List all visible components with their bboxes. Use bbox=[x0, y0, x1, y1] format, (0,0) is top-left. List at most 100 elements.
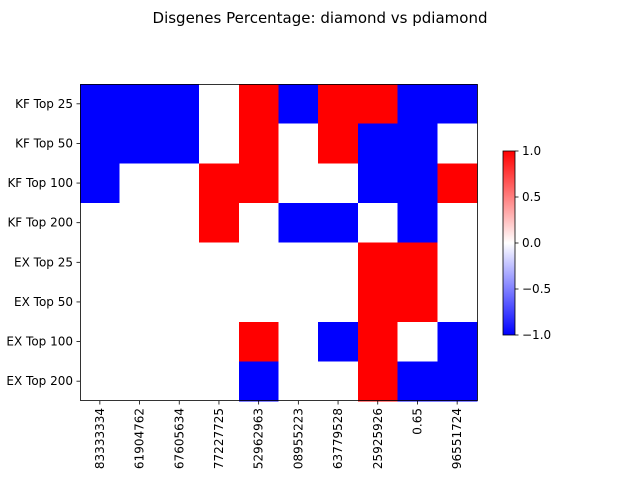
heatmap-cell bbox=[437, 321, 478, 362]
heatmap-cell bbox=[397, 361, 438, 402]
heatmap-cell bbox=[80, 123, 121, 164]
heatmap-cell bbox=[437, 282, 478, 323]
heatmap-cell bbox=[318, 242, 359, 283]
heatmap-cell bbox=[357, 321, 399, 362]
colorbar: 1.0 0.5 0.0 −0.5 −1.0 bbox=[502, 144, 551, 342]
heatmap-cell bbox=[437, 361, 478, 402]
heatmap-cell bbox=[318, 202, 359, 244]
heatmap-cell bbox=[238, 202, 280, 244]
heatmap-cell bbox=[238, 282, 280, 323]
y-tick-label: EX Top 200 bbox=[6, 374, 73, 388]
heatmap-cell bbox=[80, 242, 121, 283]
heatmap-cell bbox=[199, 361, 240, 402]
heatmap-cell bbox=[119, 361, 160, 402]
heatmap-cell bbox=[80, 163, 121, 204]
heatmap-cell bbox=[159, 163, 200, 204]
heatmap-cell bbox=[318, 282, 359, 323]
heatmap-cell bbox=[119, 282, 160, 323]
y-tick-label: KF Top 200 bbox=[7, 216, 73, 230]
heatmap-cell bbox=[318, 84, 359, 125]
heatmap-cell bbox=[397, 282, 438, 323]
heatmap-cell bbox=[397, 202, 438, 244]
heatmap-cell bbox=[159, 321, 200, 362]
plot-frame bbox=[80, 84, 478, 401]
heatmap-cell bbox=[80, 361, 121, 402]
heatmap-cell bbox=[437, 84, 478, 125]
chart-title: Disgenes Percentage: diamond vs pdiamond bbox=[153, 9, 488, 27]
heatmap-cell bbox=[80, 321, 121, 362]
heatmap-cell bbox=[159, 242, 200, 283]
x-tick-label: 83333334 bbox=[93, 408, 107, 469]
heatmap-cell bbox=[238, 123, 280, 164]
y-tick-label: KF Top 25 bbox=[15, 97, 73, 111]
y-tick-label: KF Top 100 bbox=[7, 176, 73, 190]
heatmap-cell bbox=[357, 282, 399, 323]
colorbar-tick-label: 0.5 bbox=[522, 190, 541, 204]
heatmap-cell bbox=[119, 321, 160, 362]
heatmap-cell bbox=[318, 321, 359, 362]
heatmap-cell bbox=[357, 361, 399, 402]
heatmap-cell bbox=[397, 84, 438, 125]
heatmap-cells bbox=[80, 84, 478, 402]
heatmap-cell bbox=[119, 123, 160, 164]
heatmap-cell bbox=[80, 202, 121, 244]
colorbar-tick-label: 1.0 bbox=[522, 144, 541, 158]
heatmap-cell bbox=[397, 123, 438, 164]
x-tick-label: 25925926 bbox=[371, 408, 385, 469]
heatmap-cell bbox=[318, 163, 359, 204]
heatmap-cell bbox=[159, 361, 200, 402]
heatmap-cell bbox=[119, 242, 160, 283]
heatmap-cell bbox=[437, 202, 478, 244]
heatmap-cell bbox=[278, 321, 319, 362]
x-tick-label: 52962963 bbox=[252, 408, 266, 469]
heatmap-cell bbox=[278, 202, 319, 244]
heatmap-cell bbox=[437, 123, 478, 164]
heatmap-cell bbox=[437, 242, 478, 283]
heatmap-cell bbox=[159, 84, 200, 125]
heatmap-cell bbox=[238, 163, 280, 204]
heatmap-cell bbox=[278, 361, 319, 402]
colorbar-tick-label: −1.0 bbox=[522, 328, 551, 342]
heatmap-cell bbox=[318, 361, 359, 402]
heatmap-cell bbox=[199, 163, 240, 204]
y-tick-label: EX Top 25 bbox=[14, 255, 73, 269]
heatmap-cell bbox=[159, 202, 200, 244]
heatmap-cell bbox=[278, 84, 319, 125]
colorbar-tick-label: 0.0 bbox=[522, 236, 541, 250]
heatmap-cell bbox=[80, 84, 121, 125]
heatmap-cell bbox=[199, 84, 240, 125]
heatmap-cell bbox=[357, 163, 399, 204]
heatmap-cell bbox=[357, 123, 399, 164]
x-tick-label: 77227725 bbox=[212, 408, 226, 469]
x-axis: 83333334 61904762 67605634 77227725 52962963… bbox=[93, 401, 464, 469]
y-tick-label: EX Top 100 bbox=[6, 335, 73, 349]
heatmap-cell bbox=[80, 282, 121, 323]
heatmap-cell bbox=[199, 242, 240, 283]
colorbar-gradient bbox=[502, 150, 516, 336]
heatmap-cell bbox=[278, 123, 319, 164]
heatmap-cell bbox=[199, 123, 240, 164]
heatmap-cell bbox=[238, 84, 280, 125]
heatmap-cell bbox=[437, 163, 478, 204]
heatmap-cell bbox=[397, 242, 438, 283]
heatmap-cell bbox=[318, 123, 359, 164]
y-axis: KF Top 25 KF Top 50 KF Top 100 KF Top 200 EX… bbox=[6, 97, 80, 388]
x-tick-label: 96551724 bbox=[450, 408, 464, 469]
heatmap-cell bbox=[119, 84, 160, 125]
x-tick-label: 0.65 bbox=[410, 408, 424, 435]
x-tick-label: 08955223 bbox=[291, 408, 305, 469]
heatmap-cell bbox=[357, 202, 399, 244]
heatmap-cell bbox=[159, 282, 200, 323]
heatmap-cell bbox=[119, 202, 160, 244]
heatmap-cell bbox=[199, 321, 240, 362]
heatmap-cell bbox=[278, 242, 319, 283]
heatmap-cell bbox=[397, 321, 438, 362]
heatmap-cell bbox=[238, 242, 280, 283]
x-tick-label: 67605634 bbox=[172, 408, 186, 469]
heatmap-cell bbox=[278, 282, 319, 323]
x-tick-label: 63779528 bbox=[331, 408, 345, 469]
heatmap-cell bbox=[119, 163, 160, 204]
heatmap-cell bbox=[238, 321, 280, 362]
x-tick-label: 61904762 bbox=[133, 408, 147, 469]
